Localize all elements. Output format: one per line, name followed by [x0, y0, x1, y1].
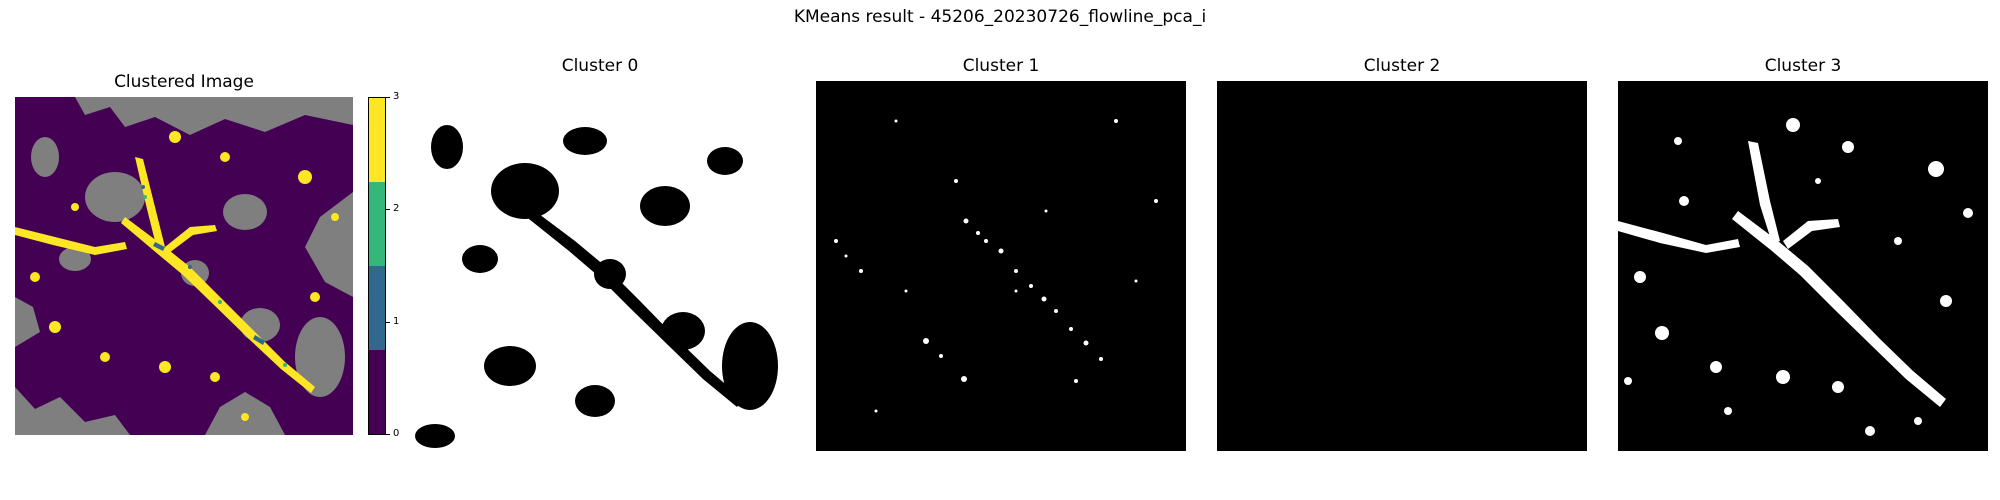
colorbar-segment-1	[369, 266, 385, 350]
clustered-image	[15, 97, 353, 435]
panel-title-cluster-3: Cluster 3	[1764, 56, 1842, 76]
cluster-3-mask	[1618, 81, 1988, 451]
colorbar-tick-1: 1	[393, 316, 400, 327]
cluster-1-mask	[816, 81, 1186, 451]
colorbar-tick-0: 0	[393, 428, 400, 439]
panel-title-cluster-1: Cluster 1	[962, 56, 1040, 76]
panel-title-clustered-image: Clustered Image	[114, 72, 254, 92]
colorbar	[368, 97, 386, 435]
panel-title-cluster-2: Cluster 2	[1363, 56, 1441, 76]
cluster-0-mask	[415, 81, 785, 451]
cluster-2-mask	[1217, 81, 1587, 451]
colorbar-tick-3: 3	[393, 91, 400, 102]
colorbar-tick-2: 2	[393, 203, 400, 214]
colorbar-segment-0	[369, 350, 385, 434]
colorbar-segment-3	[369, 98, 385, 182]
panel-title-cluster-0: Cluster 0	[561, 56, 639, 76]
figure-title: KMeans result - 45206_20230726_flowline_…	[793, 7, 1207, 27]
colorbar-segment-2	[369, 182, 385, 266]
